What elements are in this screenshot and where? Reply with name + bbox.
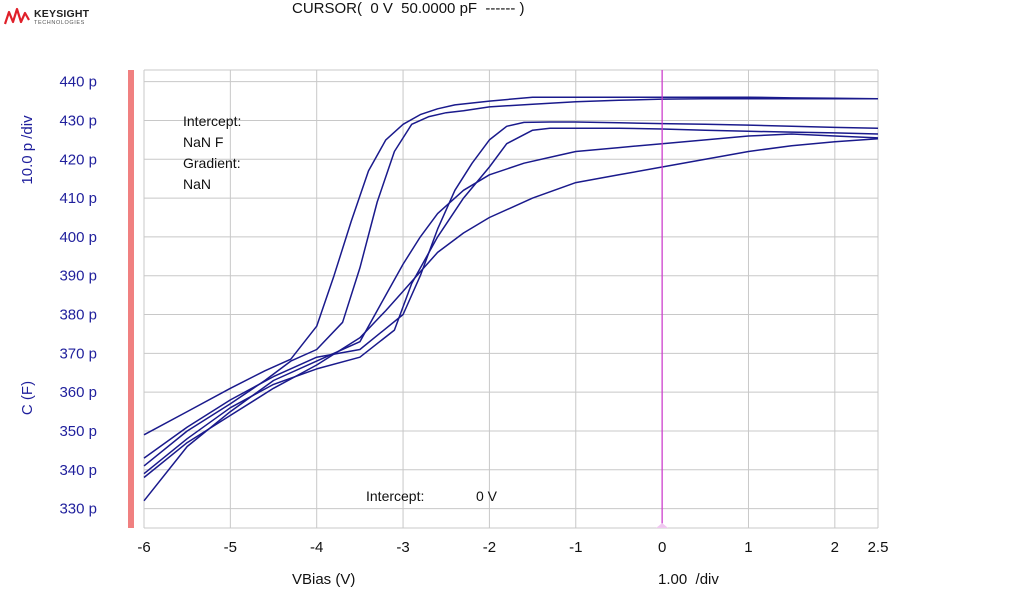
- y-tick-label: 420 p: [59, 151, 97, 168]
- y-tick-label: 350 p: [59, 423, 97, 440]
- plot-area[interactable]: [144, 70, 878, 528]
- x-tick-label: -2: [483, 539, 496, 556]
- bottom-intercept-label: Intercept:: [366, 488, 424, 504]
- trace-1: [143, 96, 879, 436]
- x-tick-label: 2: [831, 539, 839, 556]
- marker-bar: [128, 70, 134, 528]
- x-tick-labels: -6 -5 -4 -3 -2 -1 0 1 2 2.5: [137, 539, 888, 556]
- x-scale-label: 1.00 /div: [658, 571, 719, 588]
- x-tick-label: -5: [224, 539, 237, 556]
- y-scale-label: 10.0 p /div: [19, 115, 36, 185]
- y-tick-label: 340 p: [59, 462, 97, 479]
- trace-3: [143, 121, 879, 459]
- bottom-intercept-value: 0 V: [476, 488, 498, 504]
- grid-lines: [143, 69, 879, 529]
- y-tick-label: 380 p: [59, 307, 97, 324]
- gradient-value: NaN: [183, 176, 211, 192]
- keysight-logo: KEYSIGHT TECHNOLOGIES: [4, 6, 94, 28]
- intercept-label: Intercept:: [183, 113, 241, 129]
- y-axis-label: C (F): [19, 381, 36, 415]
- y-tick-labels: 330 p 340 p 350 p 360 p 370 p 380 p 390 p 400 p…: [59, 74, 97, 518]
- keysight-wave-icon: [4, 7, 30, 25]
- x-axis-label: VBias (V): [292, 571, 355, 588]
- y-tick-label: 330 p: [59, 501, 97, 518]
- x-tick-label: -3: [396, 539, 409, 556]
- cursor-marker: [656, 523, 669, 528]
- logo-subtext: TECHNOLOGIES: [34, 20, 85, 26]
- y-tick-label: 410 p: [59, 190, 97, 207]
- x-tick-label: -6: [137, 539, 150, 556]
- y-tick-label: 430 p: [59, 112, 97, 129]
- trace-2: [143, 97, 878, 467]
- x-tick-label: 0: [658, 539, 666, 556]
- x-tick-label: 1: [744, 539, 752, 556]
- x-tick-label: 2.5: [868, 539, 889, 556]
- y-tick-label: 390 p: [59, 268, 97, 285]
- traces: [143, 96, 879, 502]
- x-tick-label: -1: [569, 539, 582, 556]
- gradient-label: Gradient:: [183, 155, 241, 171]
- y-tick-label: 440 p: [59, 74, 97, 91]
- y-tick-label: 360 p: [59, 384, 97, 401]
- intercept-value: NaN F: [183, 134, 223, 150]
- trace-5: [143, 133, 879, 502]
- x-tick-label: -4: [310, 539, 323, 556]
- y-tick-label: 370 p: [59, 345, 97, 362]
- trace-6: [143, 137, 879, 479]
- y-tick-label: 400 p: [59, 229, 97, 246]
- logo-text: KEYSIGHT: [34, 8, 90, 20]
- cursor-readout: CURSOR( 0 V 50.0000 pF ------ ): [292, 0, 525, 17]
